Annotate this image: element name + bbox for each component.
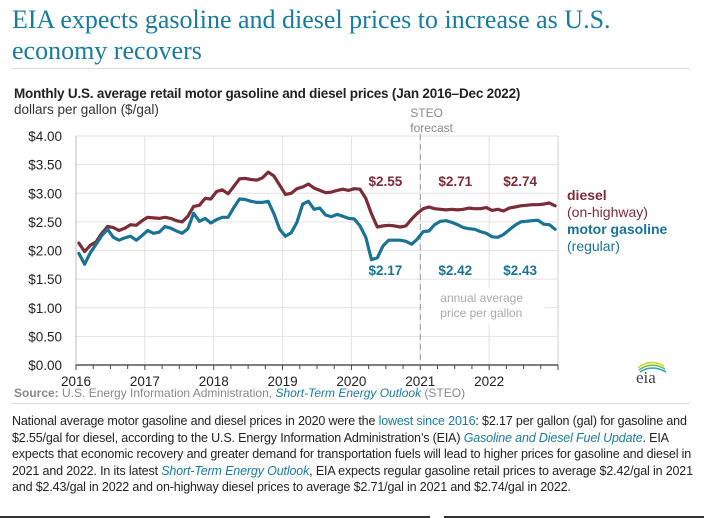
body-text: : $2.17 per gallon (gal) for gasoline an… [12, 414, 687, 445]
y-axis: $0.00 $0.50 $1.00 $1.50 $2.00 $2.50 $3.00 $3.50… [28, 129, 62, 373]
x-tick-label: 2022 [474, 374, 504, 389]
annual-note: price per gallon [440, 306, 522, 320]
legend-diesel-sub: (on-highway) [567, 204, 648, 220]
steo-source-link[interactable]: Short-Term Energy Outlook [275, 386, 422, 400]
eia-logo-icon: eia [636, 361, 667, 386]
x-tick-label: 2018 [199, 374, 229, 389]
legend-gasoline-sub: (regular) [567, 238, 620, 254]
divider [12, 68, 690, 69]
article-headline: EIA expects gasoline and diesel prices t… [12, 5, 611, 65]
source-suffix: (STEO) [421, 386, 466, 400]
annual-note: annual average [440, 291, 523, 305]
x-tick-label: 2021 [405, 374, 435, 389]
gasoline-annual-label: $2.42 [438, 263, 472, 278]
forecast-label: STEO [410, 106, 443, 120]
x-axis: 2016 2017 2018 2019 2020 2021 2022 [61, 364, 559, 389]
gasoline-line [77, 197, 557, 266]
x-tick-label: 2019 [268, 374, 298, 389]
chart-grid [75, 135, 559, 365]
gasoline-annual-label: $2.43 [503, 263, 537, 278]
body-text: , EIA expects regular gasoline retail pr… [12, 463, 693, 495]
diesel-annual-label: $2.71 [438, 174, 472, 189]
diesel-line [77, 170, 557, 254]
diesel-annual-label: $2.55 [369, 174, 403, 189]
x-tick-label: 2017 [130, 374, 160, 389]
chart-legend: diesel(on-highway)motor gasoline(regular… [567, 187, 668, 254]
forecast-label: forecast [410, 121, 453, 135]
page-edge [0, 516, 704, 518]
legend-diesel: diesel [567, 187, 607, 203]
chart-y-units: dollars per gallon ($/gal) [14, 102, 159, 117]
article-body: National average motor gasoline and dies… [12, 413, 696, 496]
gasoline-diesel-update-link[interactable]: Gasoline and Diesel Fuel Update [463, 430, 643, 445]
y-tick-label: $0.50 [28, 329, 62, 344]
y-tick-label: $4.00 [28, 129, 62, 144]
body-text: National average motor gasoline and dies… [12, 414, 379, 428]
svg-text:eia: eia [636, 368, 656, 386]
chart-title: Monthly U.S. average retail motor gasoli… [14, 86, 521, 101]
series-lines [77, 170, 557, 266]
divider [12, 403, 690, 404]
y-tick-label: $3.00 [28, 186, 62, 201]
y-tick-label: $0.00 [28, 358, 62, 373]
price-chart: $0.00 $0.50 $1.00 $1.50 $2.00 $2.50 $3.00 $3.50… [28, 106, 668, 389]
chart-annotations: $2.55 $2.71 $2.74 $2.17 $2.42 $2.43 annual ave… [369, 174, 545, 324]
lowest-since-2016-link[interactable]: lowest since 2016 [378, 414, 476, 428]
annual-note-bg [424, 288, 545, 324]
y-tick-label: $1.00 [28, 301, 62, 316]
chart-source: Source: U.S. Energy Information Administ… [14, 386, 465, 400]
body-text: . EIA expects that economic recovery and… [12, 430, 692, 478]
steo-link[interactable]: Short-Term Energy Outlook [161, 463, 310, 478]
gasoline-annual-label: $2.17 [369, 263, 403, 278]
source-org: U.S. Energy Information Administration, [58, 386, 276, 400]
source-prefix: Source: [14, 386, 59, 400]
x-tick-label: 2020 [336, 374, 366, 389]
y-tick-label: $2.00 [28, 244, 62, 259]
x-tick-label: 2016 [61, 374, 91, 389]
y-tick-label: $3.50 [28, 158, 62, 173]
legend-gasoline: motor gasoline [567, 221, 668, 237]
y-tick-label: $1.50 [28, 272, 62, 287]
y-tick-label: $2.50 [28, 215, 62, 230]
diesel-annual-label: $2.74 [503, 174, 537, 189]
